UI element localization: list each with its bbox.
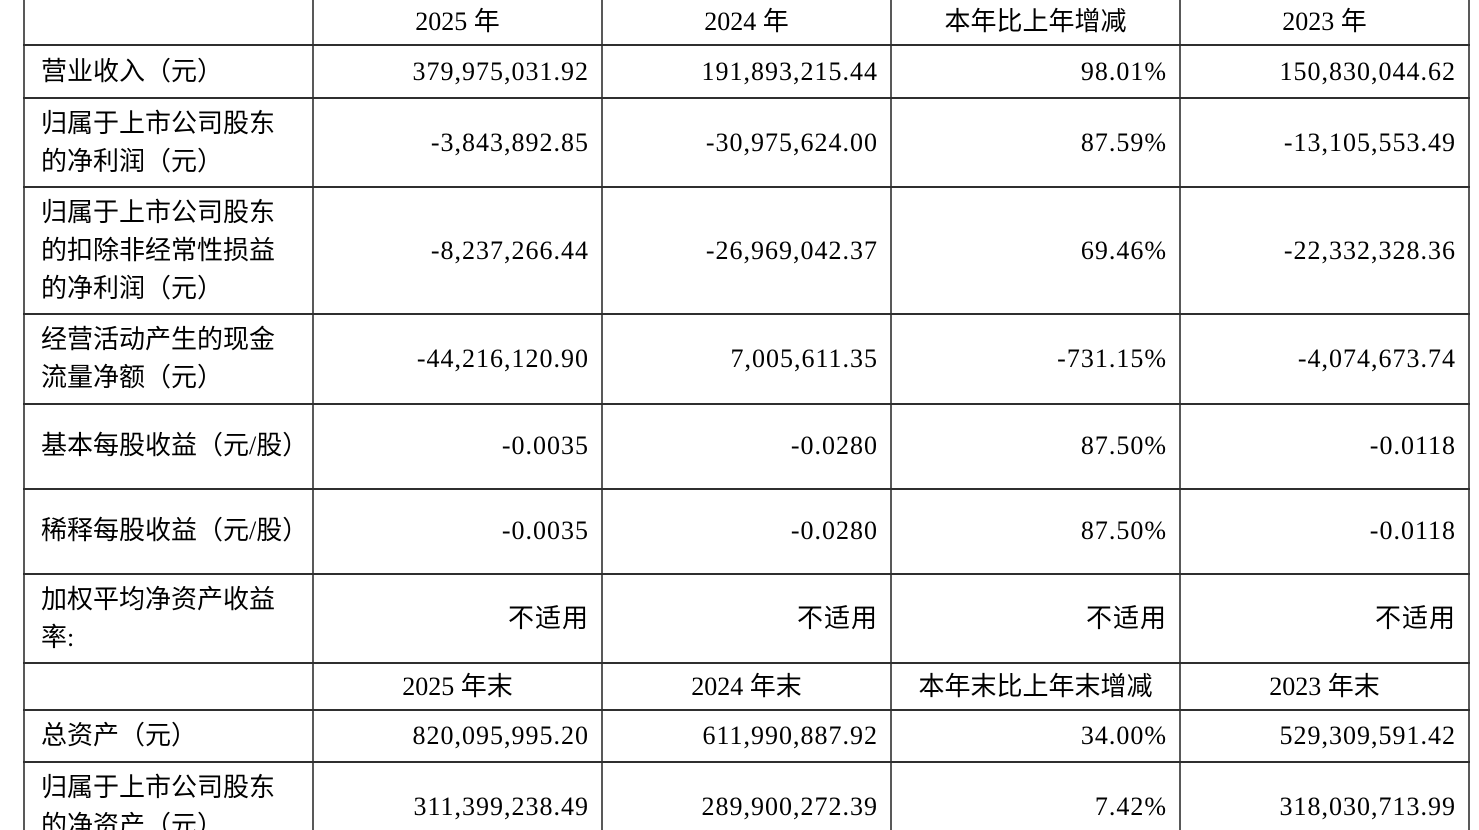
value-cell: -0.0118 (1179, 487, 1470, 575)
value-cell: 7.42% (890, 760, 1181, 830)
value-cell: 7,005,611.35 (601, 313, 892, 405)
value-cell: -4,074,673.74 (1179, 313, 1470, 405)
value-cell: -22,332,328.36 (1179, 186, 1470, 316)
column-header-2025-end: 2025 年末 (312, 662, 603, 712)
value-cell: 87.50% (890, 402, 1181, 490)
value-cell: 98.01% (890, 44, 1181, 99)
row-label-basic-eps: 基本每股收益（元/股） (23, 402, 314, 490)
row-label-net-profit: 归属于上市公司股东的净利润（元） (23, 96, 314, 189)
table-row: 基本每股收益（元/股） -0.0035 -0.0280 87.50% -0.01… (23, 402, 1470, 490)
value-cell: -26,969,042.37 (601, 186, 892, 316)
value-cell: 191,893,215.44 (601, 44, 892, 99)
row-label-weighted-avg-roe: 加权平均净资产收益率: (23, 572, 314, 665)
table-row: 营业收入（元） 379,975,031.92 191,893,215.44 98… (23, 44, 1470, 99)
table-row: 总资产（元） 820,095,995.20 611,990,887.92 34.… (23, 709, 1470, 763)
value-cell: -0.0118 (1179, 402, 1470, 490)
value-cell: 69.46% (890, 186, 1181, 316)
value-cell: 379,975,031.92 (312, 44, 603, 99)
value-cell: 289,900,272.39 (601, 760, 892, 830)
financial-summary-table: 2025 年 2024 年 本年比上年增减 2023 年 营业收入（元） 379… (23, 0, 1470, 830)
value-cell: 318,030,713.99 (1179, 760, 1470, 830)
column-header-yearend-change: 本年末比上年末增减 (890, 662, 1181, 712)
value-cell: 87.59% (890, 96, 1181, 189)
row-label-total-assets: 总资产（元） (23, 709, 314, 763)
row-label-net-assets: 归属于上市公司股东的净资产（元） (23, 760, 314, 830)
value-cell: -0.0280 (601, 487, 892, 575)
table-row: 归属于上市公司股东的净资产（元） 311,399,238.49 289,900,… (23, 760, 1470, 830)
row-label-revenue: 营业收入（元） (23, 44, 314, 99)
value-cell: 不适用 (312, 572, 603, 665)
table-row: 归属于上市公司股东的扣除非经常性损益的净利润（元） -8,237,266.44 … (23, 186, 1470, 316)
value-cell: -44,216,120.90 (312, 313, 603, 405)
value-cell: 611,990,887.92 (601, 709, 892, 763)
column-header-2024-end: 2024 年末 (601, 662, 892, 712)
corner-cell (23, 662, 314, 712)
value-cell: -13,105,553.49 (1179, 96, 1470, 189)
table-header-row-annual: 2025 年 2024 年 本年比上年增减 2023 年 (23, 0, 1470, 46)
value-cell: 311,399,238.49 (312, 760, 603, 830)
corner-cell (23, 0, 314, 46)
table-row: 加权平均净资产收益率: 不适用 不适用 不适用 不适用 (23, 572, 1470, 665)
table-header-row-yearend: 2025 年末 2024 年末 本年末比上年末增减 2023 年末 (23, 662, 1470, 712)
value-cell: 不适用 (890, 572, 1181, 665)
value-cell: 87.50% (890, 487, 1181, 575)
row-label-diluted-eps: 稀释每股收益（元/股） (23, 487, 314, 575)
value-cell: -30,975,624.00 (601, 96, 892, 189)
value-cell: 820,095,995.20 (312, 709, 603, 763)
column-header-2025: 2025 年 (312, 0, 603, 46)
value-cell: -0.0280 (601, 402, 892, 490)
value-cell: -731.15% (890, 313, 1181, 405)
column-header-2024: 2024 年 (601, 0, 892, 46)
value-cell: 150,830,044.62 (1179, 44, 1470, 99)
column-header-2023-end: 2023 年末 (1179, 662, 1470, 712)
value-cell: -0.0035 (312, 487, 603, 575)
table-row: 稀释每股收益（元/股） -0.0035 -0.0280 87.50% -0.01… (23, 487, 1470, 575)
row-label-net-profit-excl-nonrecurring: 归属于上市公司股东的扣除非经常性损益的净利润（元） (23, 186, 314, 316)
value-cell: -8,237,266.44 (312, 186, 603, 316)
column-header-yoy-change: 本年比上年增减 (890, 0, 1181, 46)
table-row: 经营活动产生的现金流量净额（元） -44,216,120.90 7,005,61… (23, 313, 1470, 405)
value-cell: -0.0035 (312, 402, 603, 490)
row-label-operating-cash-flow: 经营活动产生的现金流量净额（元） (23, 313, 314, 405)
value-cell: -3,843,892.85 (312, 96, 603, 189)
table-row: 归属于上市公司股东的净利润（元） -3,843,892.85 -30,975,6… (23, 96, 1470, 189)
column-header-2023: 2023 年 (1179, 0, 1470, 46)
value-cell: 34.00% (890, 709, 1181, 763)
value-cell: 不适用 (601, 572, 892, 665)
value-cell: 不适用 (1179, 572, 1470, 665)
value-cell: 529,309,591.42 (1179, 709, 1470, 763)
